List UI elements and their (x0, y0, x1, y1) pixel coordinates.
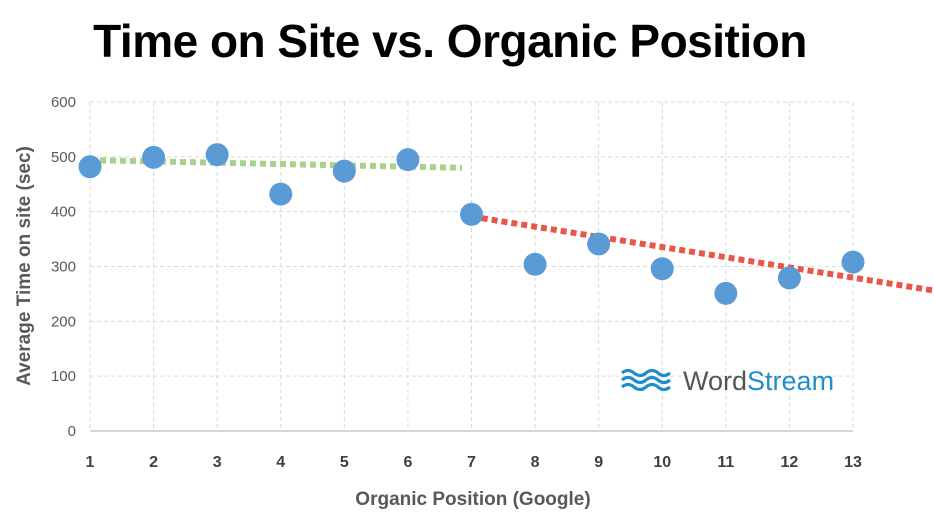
chart-title: Time on Site vs. Organic Position (93, 15, 807, 67)
y-tick-label: 400 (51, 204, 76, 221)
data-point (396, 148, 420, 172)
data-point (332, 159, 356, 183)
data-point (714, 281, 738, 305)
x-tick-label: 8 (531, 454, 540, 471)
data-point (78, 155, 102, 179)
x-tick-label: 10 (653, 454, 671, 471)
x-tick-label: 13 (844, 454, 862, 471)
data-point (841, 250, 865, 274)
x-tick-label: 5 (340, 454, 349, 471)
logo-wordmark: WordStream (683, 366, 834, 396)
x-tick-label: 12 (781, 454, 799, 471)
x-axis-label: Organic Position (Google) (355, 489, 590, 510)
y-tick-label: 500 (51, 149, 76, 166)
y-tick-label: 600 (51, 94, 76, 111)
x-tick-label: 3 (213, 454, 222, 471)
x-tick-label: 9 (594, 454, 603, 471)
x-tick-label: 2 (149, 454, 158, 471)
y-tick-label: 0 (68, 423, 76, 440)
logo-text-stream: Stream (747, 366, 834, 396)
y-axis-label: Average Time on site (sec) (14, 146, 35, 386)
x-tick-label: 4 (276, 454, 285, 471)
x-tick-label: 1 (86, 454, 95, 471)
x-tick-label: 11 (717, 454, 734, 471)
x-tick-label: 6 (403, 454, 412, 471)
data-points (78, 143, 865, 305)
data-point (460, 202, 483, 226)
x-tick-label: 7 (467, 454, 476, 471)
data-point (523, 252, 547, 276)
trendline-lower-positions (461, 211, 934, 294)
data-point (587, 232, 611, 256)
wordstream-logo: WordStream (620, 366, 834, 396)
y-tick-label: 300 (51, 259, 76, 276)
data-point (205, 143, 229, 167)
data-point (269, 182, 293, 206)
waves-icon (620, 368, 672, 392)
y-tick-label: 100 (51, 368, 76, 385)
data-point (777, 266, 801, 290)
data-point (650, 257, 674, 281)
trendlines (89, 157, 934, 294)
data-point (142, 145, 166, 169)
y-tick-label: 200 (51, 313, 76, 330)
logo-text-word: Word (683, 366, 747, 396)
